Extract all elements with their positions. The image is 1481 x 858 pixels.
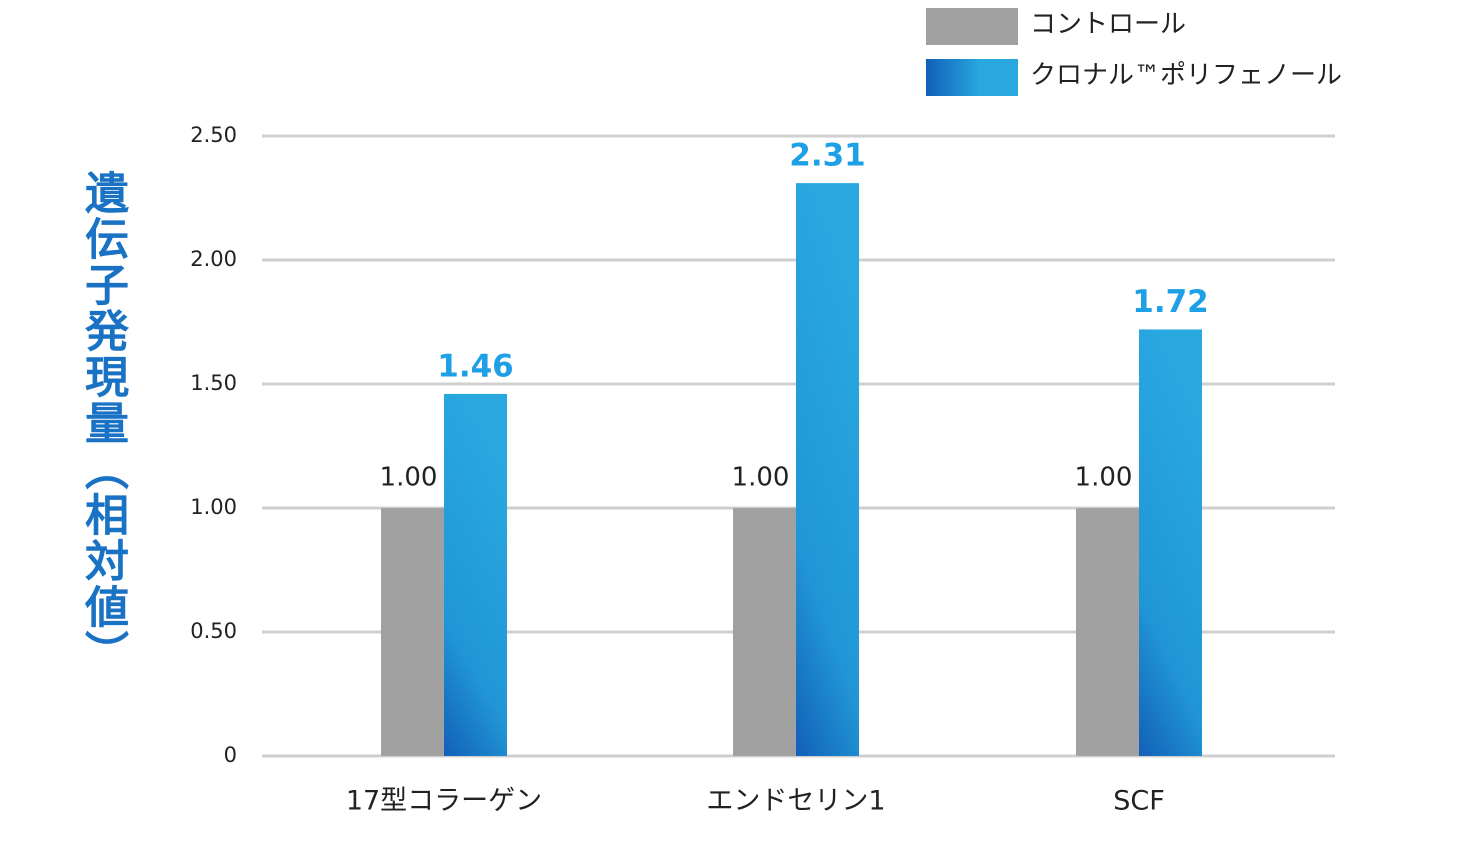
bar [381,508,444,756]
value-label: 1.00 [380,463,438,493]
x-tick-label: SCF [1113,786,1165,817]
bar [733,508,796,756]
value-label: 1.72 [1132,284,1209,320]
y-tick-label: 1.50 [190,371,237,395]
y-tick-label: 2.00 [190,247,237,271]
bar [796,183,859,756]
legend-swatch [926,59,1018,96]
y-axis-label: 遺伝子発現量（相対値） [77,170,130,676]
value-label: 2.31 [789,138,866,174]
bar [444,393,507,756]
value-label: 1.00 [1075,463,1133,493]
y-tick-label: 0.50 [190,619,237,643]
legend-label: コントロール [1030,10,1186,40]
legend-label: クロナル™ポリフェノール [1030,61,1342,91]
value-label: 1.00 [732,463,790,493]
legend-swatch [926,8,1018,45]
bar [1076,508,1139,756]
bar [1139,329,1202,756]
value-label: 1.46 [437,348,514,384]
y-tick-label: 0 [224,743,237,767]
x-tick-label: エンドセリン1 [706,786,885,817]
y-tick-label: 2.50 [190,123,237,147]
y-tick-label: 1.00 [190,495,237,519]
x-tick-label: 17型コラーゲン [346,786,542,817]
